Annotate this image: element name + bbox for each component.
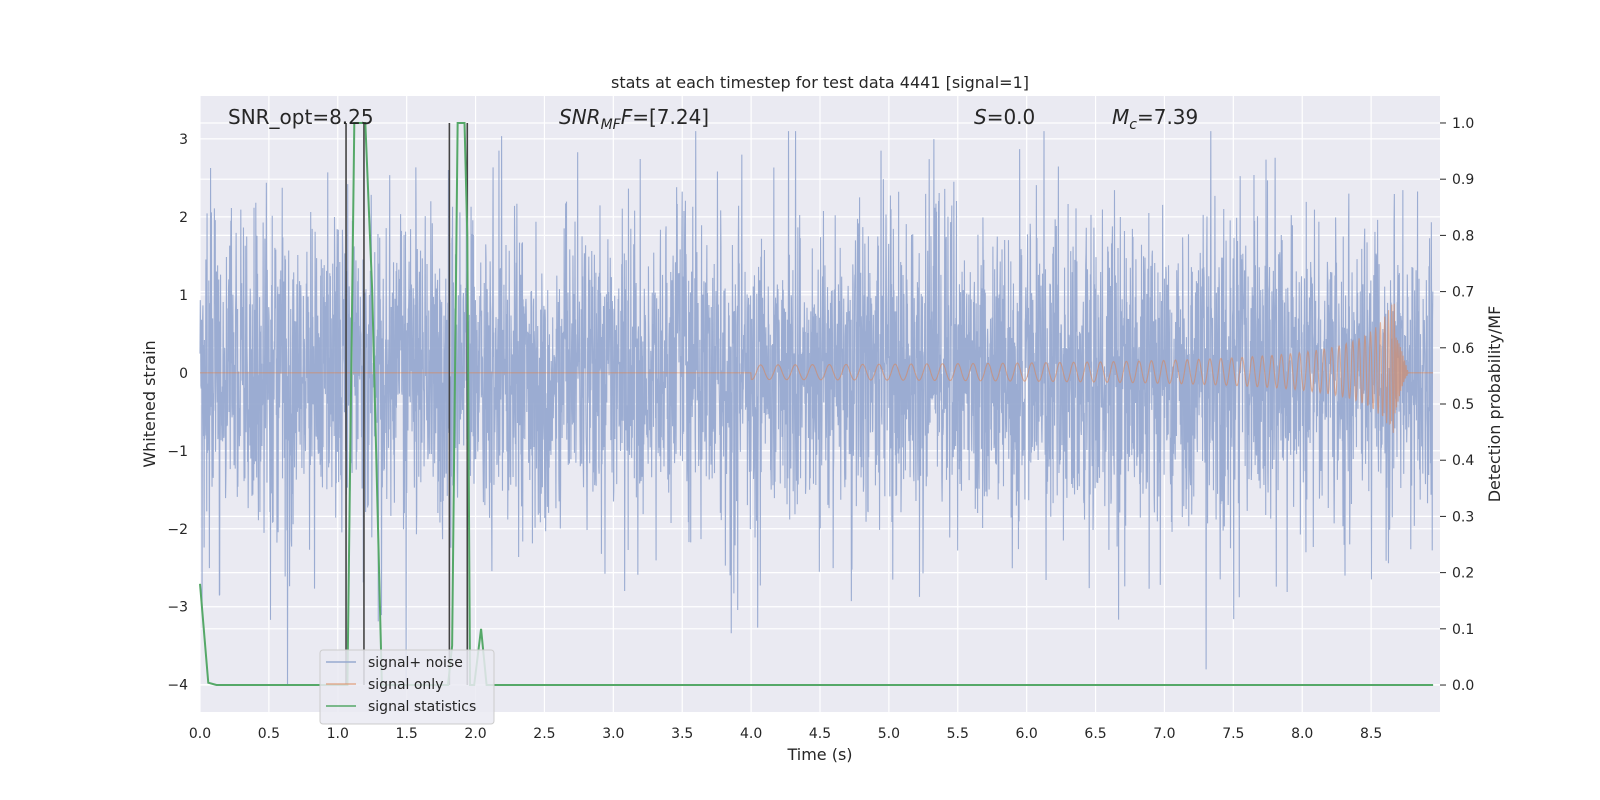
x-tick-label: 1.5 — [396, 726, 418, 742]
legend-box — [319, 649, 495, 725]
y-tick-label: 2 — [179, 210, 188, 226]
y-tick-label: −4 — [167, 678, 188, 694]
x-tick-label: 6.5 — [1084, 726, 1106, 742]
annotation-s: S=0.0 — [974, 105, 1035, 129]
x-tick-label: 5.5 — [947, 726, 969, 742]
x-tick-label: 0.5 — [258, 726, 280, 742]
y-tick-label-right: 0.7 — [1452, 285, 1474, 301]
y-tick-label-right: 0.4 — [1452, 453, 1474, 469]
y-tick-label: −1 — [167, 444, 188, 460]
y-tick-label-right: 0.8 — [1452, 228, 1474, 244]
y-tick-label: 0 — [179, 366, 188, 382]
annotation-snr-opt: SNR_opt=8.25 — [228, 105, 374, 129]
y-tick-label: 1 — [179, 288, 188, 304]
y-tick-label-right: 0.3 — [1452, 509, 1474, 525]
y-ticks-right: 1.0 0.9 0.8 0.7 0.6 0.5 0.4 0.3 0.2 0.1 0.0 — [1440, 116, 1474, 694]
x-ticks: 0.0 0.5 1.0 1.5 2.0 2.5 3.0 3.5 4.0 4.5 5.0 5.5 6.0 6… — [189, 726, 1382, 742]
chart-title: stats at each timestep for test data 444… — [611, 73, 1029, 92]
y-tick-label-right: 0.2 — [1452, 566, 1474, 582]
y-axis-label: Whitened strain — [140, 340, 159, 467]
legend-label-signal: signal only — [368, 677, 443, 693]
x-tick-label: 1.0 — [327, 726, 349, 742]
y-tick-label: −2 — [167, 522, 188, 538]
x-axis-label: Time (s) — [786, 745, 852, 764]
x-tick-label: 0.0 — [189, 726, 211, 742]
signal-only-series — [200, 303, 1434, 433]
annotation-snr-mf: SNRMFF=[7.24] — [559, 105, 709, 133]
x-tick-label: 5.0 — [878, 726, 900, 742]
y-tick-label-right: 0.9 — [1452, 172, 1474, 188]
x-tick-label: 6.0 — [1016, 726, 1038, 742]
noise-trace — [199, 131, 1434, 685]
legend-label-noise: signal+ noise — [368, 655, 463, 671]
x-tick-label: 3.5 — [671, 726, 693, 742]
x-tick-label: 8.0 — [1291, 726, 1313, 742]
x-tick-label: 2.0 — [464, 726, 486, 742]
y-ticks-left: 3 2 1 0 −1 −2 −3 −4 — [167, 132, 188, 694]
y-tick-label-right: 0.0 — [1452, 678, 1474, 694]
x-tick-label: 2.5 — [533, 726, 555, 742]
annotation-mc: Mc=7.39 — [1112, 105, 1198, 133]
x-tick-label: 7.5 — [1222, 726, 1244, 742]
y-tick-label-right: 1.0 — [1452, 116, 1474, 132]
y-tick-label: −3 — [167, 600, 188, 616]
x-tick-label: 4.0 — [740, 726, 762, 742]
y-tick-label-right: 0.5 — [1452, 397, 1474, 413]
x-tick-label: 8.5 — [1360, 726, 1382, 742]
legend: signal+ noise signal only signal statist… — [319, 649, 495, 725]
y-tick-label: 3 — [179, 132, 188, 148]
x-tick-label: 3.0 — [602, 726, 624, 742]
legend-label-stats: signal statistics — [368, 699, 476, 715]
y-tick-label-right: 0.6 — [1452, 341, 1474, 357]
x-tick-label: 7.0 — [1153, 726, 1175, 742]
signal-trace — [200, 303, 1434, 433]
y-axis-label-right: Detection probability/MF — [1485, 306, 1504, 503]
noise-series — [199, 131, 1434, 685]
y-tick-label-right: 0.1 — [1452, 622, 1474, 638]
x-tick-label: 4.5 — [809, 726, 831, 742]
